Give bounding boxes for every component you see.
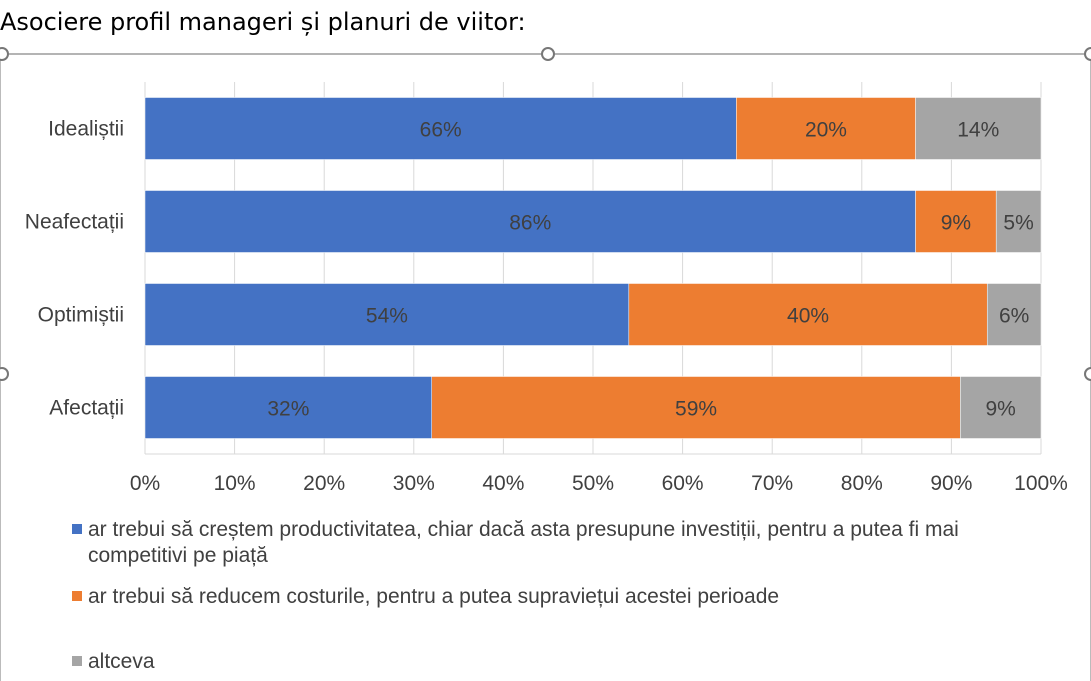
data-label: 59% — [675, 398, 717, 421]
x-tick-label: 100% — [1014, 472, 1068, 495]
legend-label-other: altceva — [88, 650, 155, 673]
resize-handle — [0, 367, 9, 381]
legend-item-other: altceva — [72, 649, 1062, 675]
x-tick-label: 40% — [482, 472, 524, 495]
x-tick-label: 50% — [572, 472, 614, 495]
data-label: 9% — [986, 398, 1016, 421]
data-label: 9% — [941, 212, 971, 235]
resize-handle — [1084, 367, 1091, 381]
legend-swatch-other — [72, 656, 82, 666]
x-tick-label: 70% — [751, 472, 793, 495]
data-label: 6% — [999, 305, 1029, 328]
bar-afectatii-series-2 — [431, 376, 961, 439]
legend-swatch-productivity — [72, 524, 82, 534]
bar-idealistii-series-2 — [736, 97, 916, 160]
data-label: 32% — [267, 398, 309, 421]
bar-optimistii-series-2 — [628, 283, 988, 346]
data-label: 54% — [366, 305, 408, 328]
legend-swatch-costs — [72, 591, 82, 601]
chart-title: Asociere profil manageri și planuri de v… — [0, 8, 526, 36]
legend-item-productivity: ar trebui să creștem productivitatea, ch… — [72, 517, 1062, 569]
x-tick-label: 80% — [841, 472, 883, 495]
legend-label-productivity: ar trebui să creștem productivitatea, ch… — [88, 518, 959, 567]
bar-idealistii-series-1 — [144, 97, 737, 160]
bar-optimistii-series-3 — [986, 283, 1042, 346]
legend-item-costs: ar trebui să reducem costurile, pentru a… — [72, 584, 1062, 610]
data-label: 86% — [509, 212, 551, 235]
x-tick-label: 0% — [130, 472, 160, 495]
category-label-idealistii: Idealiștii — [48, 118, 124, 141]
bar-afectatii-series-3 — [960, 376, 1042, 439]
legend-label-costs: ar trebui să reducem costurile, pentru a… — [88, 585, 780, 608]
resize-handle — [541, 47, 555, 61]
data-label: 5% — [1003, 212, 1033, 235]
category-label-afectatii: Afectații — [49, 397, 124, 420]
data-label: 66% — [420, 119, 462, 142]
bar-optimistii-series-1 — [144, 283, 630, 346]
data-label: 14% — [957, 119, 999, 142]
resize-handle — [1084, 47, 1091, 61]
bar-afectatii-series-1 — [144, 376, 432, 439]
data-label: 20% — [805, 119, 847, 142]
category-label-optimistii: Optimiștii — [38, 304, 124, 327]
x-tick-label: 90% — [930, 472, 972, 495]
x-tick-label: 20% — [303, 472, 345, 495]
x-tick-label: 60% — [662, 472, 704, 495]
x-tick-label: 30% — [393, 472, 435, 495]
bar-neafectatii-series-3 — [995, 190, 1042, 253]
data-label: 40% — [787, 305, 829, 328]
resize-handle — [0, 47, 9, 61]
x-tick-label: 10% — [214, 472, 256, 495]
category-label-neafectatii: Neafectații — [25, 211, 124, 234]
bar-idealistii-series-3 — [915, 97, 1042, 160]
bar-neafectatii-series-1 — [144, 190, 916, 253]
